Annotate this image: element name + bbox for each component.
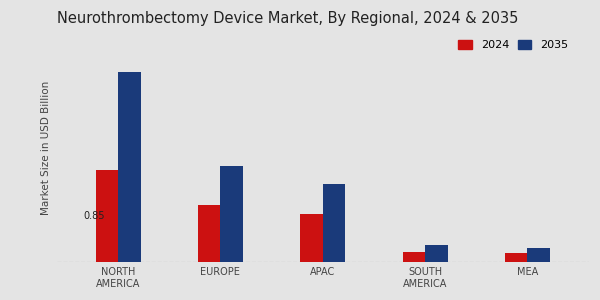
Bar bbox=[425, 245, 448, 262]
Text: Neurothrombectomy Device Market, By Regional, 2024 & 2035: Neurothrombectomy Device Market, By Regi… bbox=[56, 11, 518, 26]
Bar bbox=[403, 252, 425, 262]
Bar bbox=[300, 214, 323, 262]
Bar bbox=[95, 169, 118, 262]
Bar bbox=[323, 184, 345, 262]
Bar bbox=[198, 206, 220, 262]
Bar bbox=[118, 72, 140, 262]
Bar bbox=[527, 248, 550, 262]
Y-axis label: Market Size in USD Billion: Market Size in USD Billion bbox=[41, 81, 51, 215]
Legend: 2024, 2035: 2024, 2035 bbox=[454, 35, 572, 55]
Bar bbox=[220, 167, 243, 262]
Bar bbox=[505, 253, 527, 262]
Text: 0.85: 0.85 bbox=[83, 211, 105, 221]
